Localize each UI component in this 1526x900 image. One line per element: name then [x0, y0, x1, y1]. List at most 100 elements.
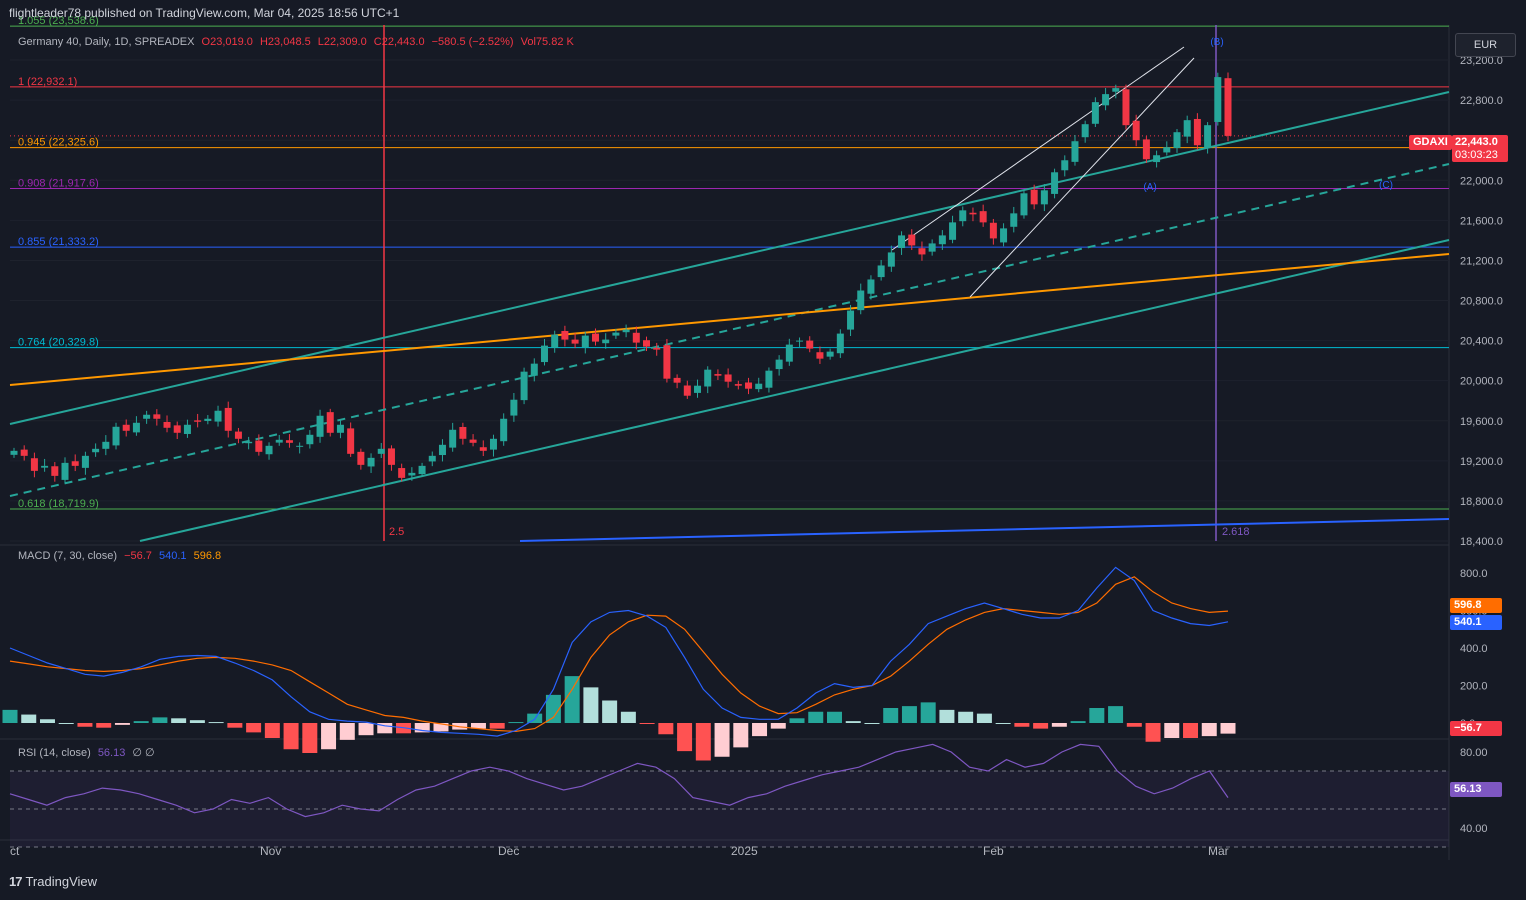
macd-histogram-bar: [1220, 723, 1236, 734]
candle-body: [1112, 88, 1120, 92]
macd-histogram-bar: [508, 722, 524, 724]
macd-histogram-bar: [1051, 723, 1067, 727]
candle-body: [683, 385, 691, 396]
price-tick-label: 20,000.0: [1460, 376, 1503, 388]
candle-body: [704, 369, 712, 387]
last-price: 22,443.0: [1455, 136, 1498, 148]
candle-body: [959, 210, 967, 222]
macd-histogram-bar: [939, 709, 955, 723]
candle-body: [1132, 120, 1140, 141]
candle-body: [591, 333, 599, 342]
macd-histogram-bar: [2, 709, 18, 723]
time-tick-label: 2025: [731, 844, 758, 858]
brand-name: TradingView: [25, 874, 98, 889]
vline-label-red: 2.5: [389, 526, 404, 538]
candle-body: [755, 383, 763, 390]
macd-histogram-bar: [321, 723, 337, 750]
close-value: C22,443.0: [373, 36, 425, 48]
candle-body: [41, 465, 49, 468]
macd-histogram-bar: [339, 723, 355, 740]
candle-body: [102, 441, 110, 449]
macd-histogram-bar: [1145, 723, 1161, 742]
candle-body: [265, 445, 273, 455]
candle-body: [296, 445, 304, 447]
channel-upper: [9, 91, 1450, 425]
time-tick-label: ct: [10, 844, 20, 858]
macd-line-value: 540.1: [159, 550, 187, 562]
candle-body: [1153, 155, 1161, 163]
candle-body: [1224, 78, 1232, 136]
macd-histogram-bar: [958, 711, 974, 723]
candle-body: [826, 351, 834, 357]
candle-body: [143, 414, 151, 419]
macd-histogram-bar: [470, 723, 486, 729]
candle-body: [1081, 124, 1089, 138]
candle-body: [71, 461, 79, 466]
fib-levels: 1.055 (23,538.6) 1 (22,932.1) 0.945 (22,32…: [10, 15, 1449, 510]
candle-body: [408, 472, 416, 476]
currency-selector[interactable]: EUR: [1455, 33, 1516, 57]
price-tick-label: 19,200.0: [1460, 456, 1503, 468]
candle-body: [510, 399, 518, 416]
macd-signal-value: 596.8: [193, 550, 222, 562]
candle-body: [459, 426, 467, 439]
candle-body: [1204, 125, 1212, 148]
candle-body: [918, 248, 926, 255]
candle-body: [1183, 120, 1191, 137]
trend-lines: [9, 25, 1450, 542]
symbol-price-tag: GDAXI: [1409, 135, 1452, 150]
candle-body: [836, 333, 844, 354]
macd-histogram-bar: [752, 723, 768, 737]
candle-body: [367, 457, 375, 467]
candle-body: [989, 222, 997, 239]
macd-histogram-bar: [639, 723, 655, 724]
footer-brand[interactable]: 17 TradingView: [9, 874, 97, 889]
candle-body: [428, 455, 436, 462]
candle-body: [194, 420, 202, 422]
candle-body: [1061, 160, 1069, 171]
rsi-panel: [9, 743, 1449, 848]
time-tick-label: Dec: [498, 844, 519, 858]
candle-body: [387, 448, 395, 465]
candle-body: [1040, 190, 1048, 205]
candle-body: [30, 458, 38, 471]
last-price-tag: 22,443.0 03:03:23: [1452, 135, 1508, 162]
candle-body: [908, 234, 916, 246]
macd-histogram-bar: [1070, 721, 1086, 723]
grid: [0, 25, 1450, 860]
candle-body: [1102, 94, 1110, 106]
price-tick-label: 21,200.0: [1460, 255, 1503, 267]
candle-body: [857, 290, 865, 311]
price-tick-label: 20,400.0: [1460, 336, 1503, 348]
macd-histogram-bar: [995, 723, 1011, 724]
candle-body: [234, 431, 242, 439]
candle-body: [1020, 193, 1028, 216]
macd-histogram-bar: [133, 721, 149, 723]
macd-histogram-bar: [77, 723, 93, 727]
macd-tick-label: 400.0: [1460, 643, 1488, 655]
candle-body: [806, 340, 814, 349]
candle-body: [336, 424, 344, 433]
wave-label: (A): [1143, 182, 1156, 193]
candle-body: [479, 447, 487, 451]
candle-body: [357, 451, 365, 465]
price-tick-label: 18,400.0: [1460, 536, 1503, 548]
symbol-label: Germany 40, Daily, 1D, SPREADEX: [18, 36, 195, 48]
macd-histogram-bar: [58, 723, 74, 724]
candle-body: [571, 339, 579, 344]
time-tick-label: Nov: [260, 844, 281, 858]
macd-histogram-bar: [677, 723, 693, 752]
macd-histogram-bar: [39, 719, 55, 723]
macd-signal-line: [9, 576, 1229, 733]
candle-body: [561, 330, 569, 340]
fib-label: 1 (22,932.1): [18, 76, 77, 88]
fib-label: 0.908 (21,917.6): [18, 178, 99, 190]
candle-body: [785, 344, 793, 362]
macd-histogram-bar: [620, 711, 636, 723]
rsi-legend: RSI (14, close) 56.13 ∅ ∅: [18, 746, 159, 759]
candle-body: [643, 340, 651, 347]
macd-main-line: [9, 566, 1229, 737]
macd-histogram-bar: [602, 700, 618, 723]
macd-histogram-bar: [808, 711, 824, 723]
